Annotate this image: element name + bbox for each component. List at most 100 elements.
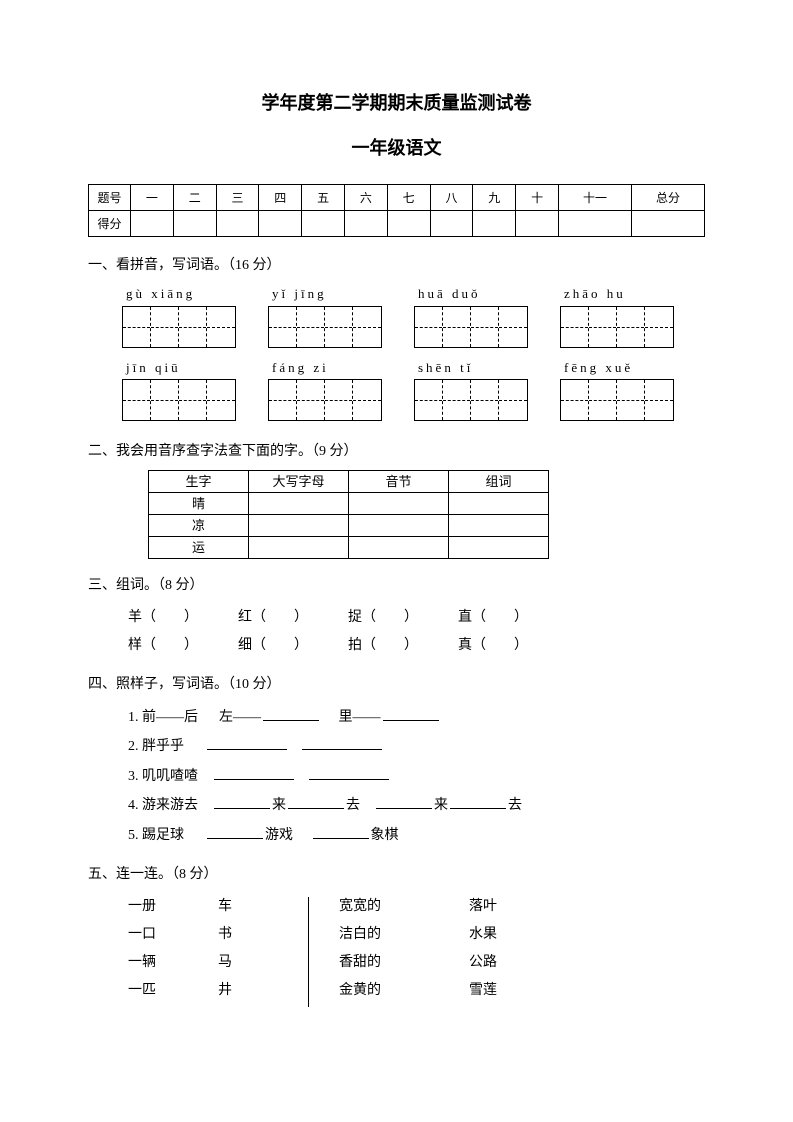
word-item: 直（ ） bbox=[458, 604, 528, 632]
char-cell[interactable] bbox=[443, 380, 471, 420]
char-cell[interactable] bbox=[297, 380, 325, 420]
char-cell[interactable] bbox=[443, 307, 471, 347]
char-cell[interactable] bbox=[297, 307, 325, 347]
char-cell[interactable] bbox=[645, 307, 673, 347]
match-item: 宽宽的 bbox=[339, 893, 469, 921]
char-cell[interactable] bbox=[499, 307, 527, 347]
char-cell[interactable] bbox=[471, 380, 499, 420]
fill-blank[interactable] bbox=[207, 825, 263, 839]
char-cell[interactable] bbox=[617, 380, 645, 420]
example-text: 5. 踢足球 bbox=[128, 828, 184, 843]
char-box[interactable] bbox=[268, 306, 382, 348]
divider bbox=[308, 897, 309, 1007]
word-item: 真（ ） bbox=[458, 632, 528, 660]
char-cell[interactable] bbox=[499, 380, 527, 420]
pinyin-item: yǐ jīng bbox=[268, 284, 382, 348]
char-cell[interactable] bbox=[617, 307, 645, 347]
char-box[interactable] bbox=[122, 306, 236, 348]
char-cell[interactable] bbox=[589, 380, 617, 420]
pinyin-item: huā duǒ bbox=[414, 284, 528, 348]
char-cell[interactable] bbox=[151, 380, 179, 420]
cell[interactable] bbox=[249, 493, 349, 515]
cell[interactable] bbox=[516, 211, 559, 237]
fill-blank[interactable] bbox=[207, 736, 287, 750]
word-item: 红（ ） bbox=[238, 604, 308, 632]
cell[interactable] bbox=[349, 537, 449, 559]
char-box[interactable] bbox=[560, 379, 674, 421]
cell[interactable] bbox=[473, 211, 516, 237]
char-cell[interactable] bbox=[561, 307, 589, 347]
char-cell[interactable] bbox=[123, 380, 151, 420]
char-cell[interactable] bbox=[207, 380, 235, 420]
cell[interactable] bbox=[430, 211, 473, 237]
match-item: 一口 bbox=[128, 921, 218, 949]
char-cell[interactable] bbox=[179, 307, 207, 347]
fill-blank[interactable] bbox=[263, 707, 319, 721]
char-cell[interactable] bbox=[179, 380, 207, 420]
fill-blank[interactable] bbox=[214, 766, 294, 780]
cell[interactable] bbox=[131, 211, 174, 237]
pinyin-item: shēn tǐ bbox=[414, 358, 528, 422]
char-cell[interactable] bbox=[207, 307, 235, 347]
cell[interactable] bbox=[249, 537, 349, 559]
pinyin-item: jīn qiū bbox=[122, 358, 236, 422]
char-cell[interactable] bbox=[589, 307, 617, 347]
cell[interactable] bbox=[344, 211, 387, 237]
example-text: 3. 叽叽喳喳 bbox=[128, 769, 198, 784]
cell[interactable] bbox=[387, 211, 430, 237]
char-cell[interactable] bbox=[123, 307, 151, 347]
fill-blank[interactable] bbox=[313, 825, 369, 839]
cell[interactable] bbox=[349, 493, 449, 515]
char-cell[interactable] bbox=[645, 380, 673, 420]
char-cell[interactable] bbox=[353, 307, 381, 347]
char-cell[interactable] bbox=[269, 307, 297, 347]
cell: 四 bbox=[259, 185, 302, 211]
cell[interactable] bbox=[558, 211, 631, 237]
char-cell[interactable] bbox=[353, 380, 381, 420]
cell: 五 bbox=[302, 185, 345, 211]
char-box[interactable] bbox=[560, 306, 674, 348]
cell[interactable] bbox=[173, 211, 216, 237]
label: 去 bbox=[508, 798, 522, 813]
example-text: 2. 胖乎乎 bbox=[128, 739, 184, 754]
char-box[interactable] bbox=[414, 306, 528, 348]
cell[interactable] bbox=[216, 211, 259, 237]
cell[interactable] bbox=[449, 493, 549, 515]
fill-blank[interactable] bbox=[288, 795, 344, 809]
char-cell[interactable] bbox=[325, 380, 353, 420]
pinyin-item: fēng xuě bbox=[560, 358, 674, 422]
cell[interactable] bbox=[349, 515, 449, 537]
match-item: 马 bbox=[218, 949, 308, 977]
match-item: 公路 bbox=[469, 949, 497, 977]
fill-blank[interactable] bbox=[302, 736, 382, 750]
fill-blank[interactable] bbox=[376, 795, 432, 809]
char-cell[interactable] bbox=[325, 307, 353, 347]
char-cell[interactable] bbox=[269, 380, 297, 420]
section-1: 一、看拼音，写词语。（16 分） gù xiāngyǐ jīnghuā duǒz… bbox=[88, 255, 705, 421]
cell[interactable] bbox=[249, 515, 349, 537]
cell[interactable] bbox=[449, 537, 549, 559]
char-cell[interactable] bbox=[415, 307, 443, 347]
word-item: 拍（ ） bbox=[348, 632, 418, 660]
char-box[interactable] bbox=[414, 379, 528, 421]
cell: 得分 bbox=[89, 211, 131, 237]
cell[interactable] bbox=[259, 211, 302, 237]
section-5: 五、连一连。（8 分） 一册 一口 一辆 一匹 车 书 马 井 宽宽的 洁白的 … bbox=[88, 864, 705, 1007]
fill-blank[interactable] bbox=[214, 795, 270, 809]
fill-blank[interactable] bbox=[309, 766, 389, 780]
char-box[interactable] bbox=[268, 379, 382, 421]
example-text: 4. 游来游去 bbox=[128, 798, 198, 813]
match-item: 车 bbox=[218, 893, 308, 921]
table-row: 运 bbox=[149, 537, 549, 559]
char-box[interactable] bbox=[122, 379, 236, 421]
char-cell[interactable] bbox=[415, 380, 443, 420]
char-cell[interactable] bbox=[561, 380, 589, 420]
char-cell[interactable] bbox=[151, 307, 179, 347]
char-cell[interactable] bbox=[471, 307, 499, 347]
cell[interactable] bbox=[631, 211, 704, 237]
cell[interactable] bbox=[302, 211, 345, 237]
cell[interactable] bbox=[449, 515, 549, 537]
fill-blank[interactable] bbox=[383, 707, 439, 721]
fill-blank[interactable] bbox=[450, 795, 506, 809]
section-heading: 四、照样子，写词语。（10 分） bbox=[88, 674, 705, 695]
